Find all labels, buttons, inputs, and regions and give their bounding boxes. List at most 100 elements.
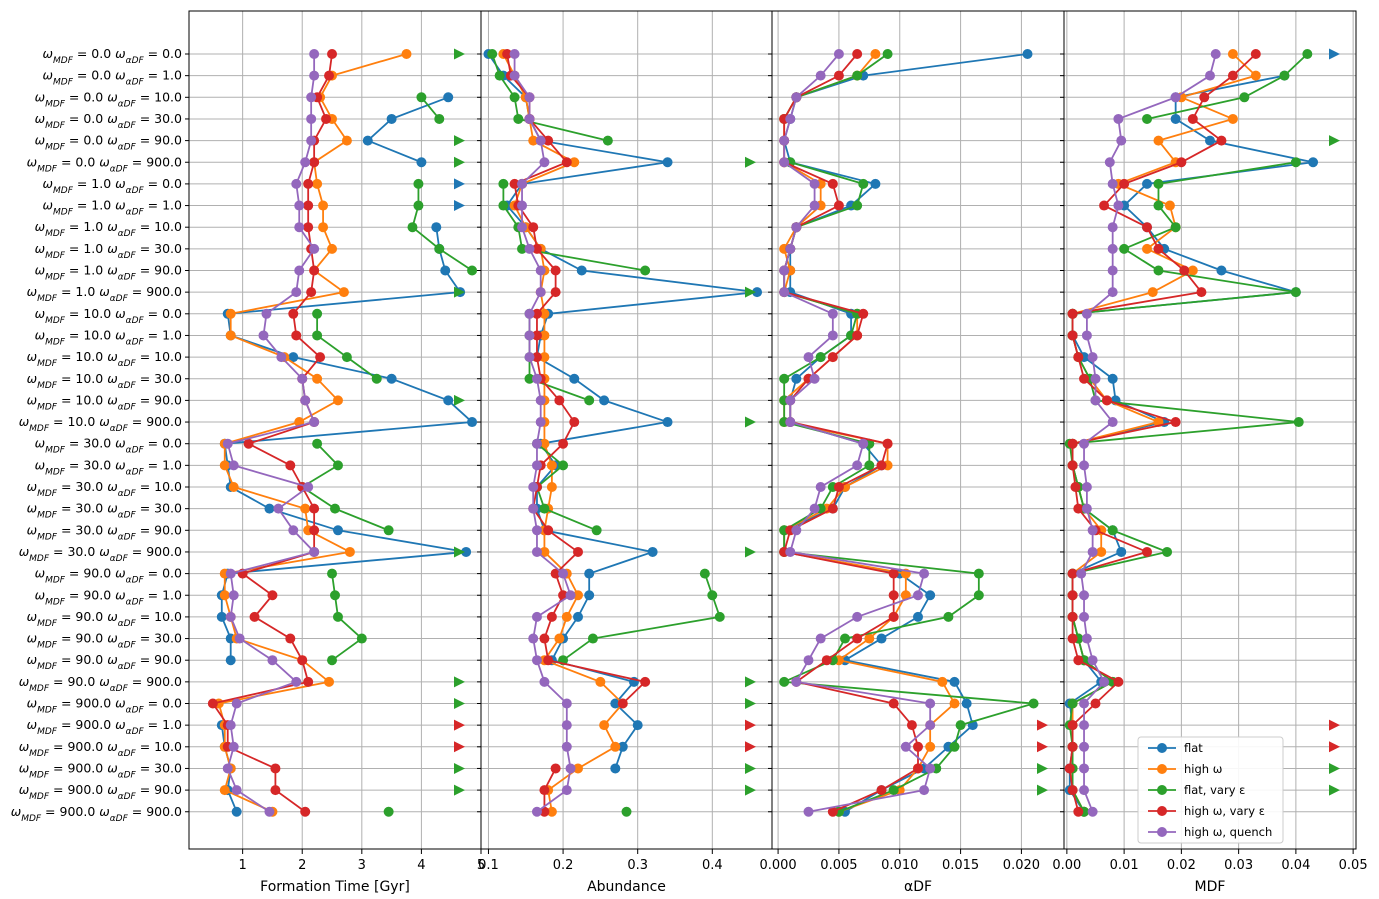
- data-point: [1067, 438, 1078, 449]
- data-point: [1205, 135, 1215, 146]
- data-point: [330, 590, 340, 601]
- offscale-marker: [454, 698, 465, 709]
- row-label: ωMDF = 30.0 ωαDF = 900.0: [19, 544, 182, 564]
- data-point: [285, 633, 296, 644]
- data-point: [330, 503, 340, 514]
- data-point: [937, 676, 948, 687]
- data-point: [558, 460, 569, 471]
- data-point: [535, 135, 546, 146]
- data-point: [528, 503, 539, 514]
- data-point: [528, 222, 539, 233]
- data-point: [270, 763, 281, 774]
- data-point: [803, 806, 814, 817]
- data-point: [1107, 373, 1118, 384]
- data-point: [565, 763, 576, 774]
- offscale-marker: [1329, 762, 1340, 774]
- data-point: [494, 70, 505, 81]
- series-3: [1064, 49, 1313, 817]
- data-point: [610, 763, 621, 774]
- data-point: [332, 525, 343, 536]
- data-point: [1064, 763, 1075, 774]
- data-point: [531, 611, 542, 622]
- data-point: [294, 265, 305, 276]
- row-label: ωMDF = 900.0 ωαDF = 90.0: [19, 782, 182, 802]
- data-point: [1227, 70, 1238, 81]
- data-point: [297, 655, 308, 666]
- data-point: [809, 200, 820, 211]
- data-point: [864, 633, 875, 644]
- data-point: [925, 763, 936, 774]
- legend-entry: flat: [1148, 741, 1203, 755]
- legend-entry: high ω: [1148, 762, 1222, 776]
- data-point: [1079, 763, 1090, 774]
- data-point: [309, 503, 320, 514]
- data-point: [524, 92, 535, 103]
- data-point: [561, 720, 572, 731]
- data-point: [228, 460, 239, 471]
- offscale-marker: [454, 546, 465, 558]
- data-point: [228, 482, 239, 492]
- data-point: [467, 265, 478, 276]
- data-point: [531, 373, 542, 384]
- data-point: [303, 482, 314, 492]
- data-point: [1308, 157, 1319, 168]
- data-point: [312, 373, 323, 384]
- data-point: [1162, 546, 1173, 557]
- data-point: [815, 70, 826, 81]
- data-point: [699, 568, 710, 579]
- data-point: [434, 113, 445, 124]
- data-point: [219, 460, 230, 471]
- offscale-marker: [745, 286, 756, 298]
- data-point: [1067, 308, 1078, 319]
- data-point: [573, 546, 583, 557]
- data-point: [809, 503, 820, 514]
- data-point: [561, 785, 572, 796]
- series-1: [216, 92, 478, 817]
- data-point: [225, 720, 236, 731]
- data-point: [833, 49, 844, 59]
- data-point: [550, 287, 561, 298]
- data-point: [231, 698, 242, 709]
- data-point: [225, 308, 236, 319]
- data-point: [312, 178, 323, 189]
- data-point: [531, 806, 542, 817]
- data-point: [785, 417, 796, 428]
- legend-entry: flat, vary ε: [1148, 783, 1245, 797]
- offscale-marker: [454, 719, 465, 731]
- data-point: [222, 763, 233, 774]
- data-point: [621, 806, 632, 817]
- data-point: [528, 633, 539, 644]
- x-tick-label: 0.03: [1224, 858, 1253, 873]
- data-point: [294, 222, 305, 233]
- data-point: [852, 330, 863, 341]
- offscale-markers: [1329, 48, 1340, 796]
- data-point: [840, 633, 850, 644]
- data-point: [949, 676, 960, 687]
- data-point: [1216, 135, 1227, 146]
- data-point: [539, 438, 550, 449]
- data-point: [876, 633, 887, 644]
- data-point: [513, 113, 524, 124]
- data-point: [961, 698, 972, 709]
- data-point: [498, 200, 509, 211]
- row-label: ωMDF = 900.0 ωαDF = 1.0: [27, 717, 182, 737]
- data-point: [1079, 785, 1090, 796]
- row-label: ωMDF = 10.0 ωαDF = 10.0: [27, 349, 182, 369]
- data-point: [561, 157, 572, 168]
- data-point: [569, 373, 580, 384]
- data-point: [821, 655, 832, 666]
- data-point: [416, 92, 427, 103]
- data-point: [617, 741, 628, 752]
- data-point: [1210, 49, 1221, 59]
- data-point: [569, 157, 580, 168]
- x-axis-label: αDF: [904, 879, 932, 895]
- data-point: [539, 785, 550, 796]
- data-point: [324, 70, 335, 81]
- data-point: [809, 373, 820, 384]
- data-point: [1302, 49, 1313, 59]
- data-point: [1067, 460, 1078, 471]
- data-point: [306, 287, 317, 298]
- data-point: [401, 49, 412, 59]
- row-label: ωMDF = 10.0 ωαDF = 30.0: [27, 371, 182, 391]
- data-point: [852, 200, 863, 211]
